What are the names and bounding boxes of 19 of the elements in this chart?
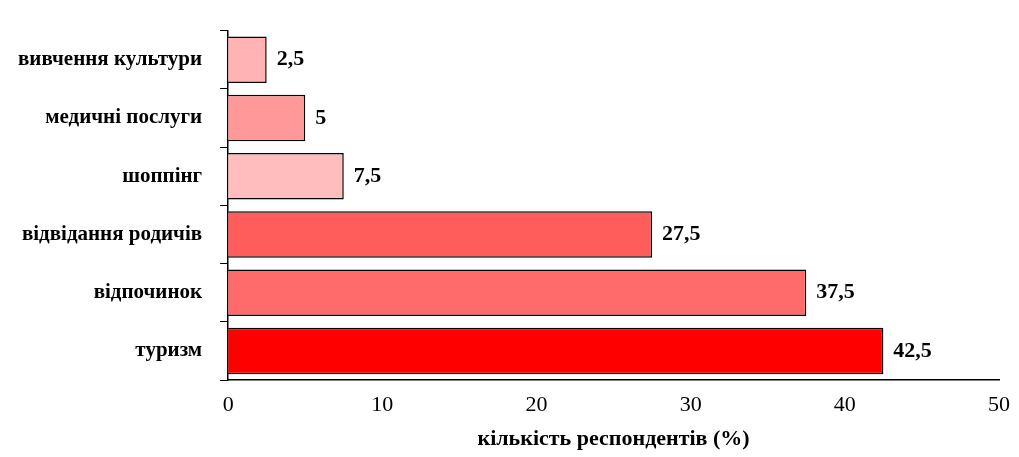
- data-label: 7,5: [353, 161, 382, 187]
- data-label: 37,5: [816, 278, 855, 304]
- x-tick-label: 10: [371, 391, 394, 417]
- data-label: 27,5: [662, 220, 701, 246]
- x-tick-label: 20: [525, 391, 548, 417]
- y-tick-label: медичні послуги: [45, 104, 203, 129]
- x-tick-label: 30: [679, 391, 702, 417]
- x-tick-label: 0: [222, 391, 234, 417]
- y-tick-label: відпочинок: [93, 279, 204, 304]
- y-tick-label: шоппінг: [122, 162, 203, 187]
- x-axis-title: кількість респондентів (%): [477, 425, 750, 451]
- y-tick-label: туризм: [135, 337, 203, 362]
- x-tick-label: 50: [988, 391, 1010, 417]
- data-label: 5: [315, 103, 327, 129]
- data-label: 2,5: [276, 45, 305, 71]
- y-tick-label: вивчення культури: [18, 46, 203, 71]
- x-tick-label: 40: [833, 391, 856, 417]
- data-label: 42,5: [893, 336, 932, 362]
- y-tick-label: відвідання родичів: [21, 220, 203, 245]
